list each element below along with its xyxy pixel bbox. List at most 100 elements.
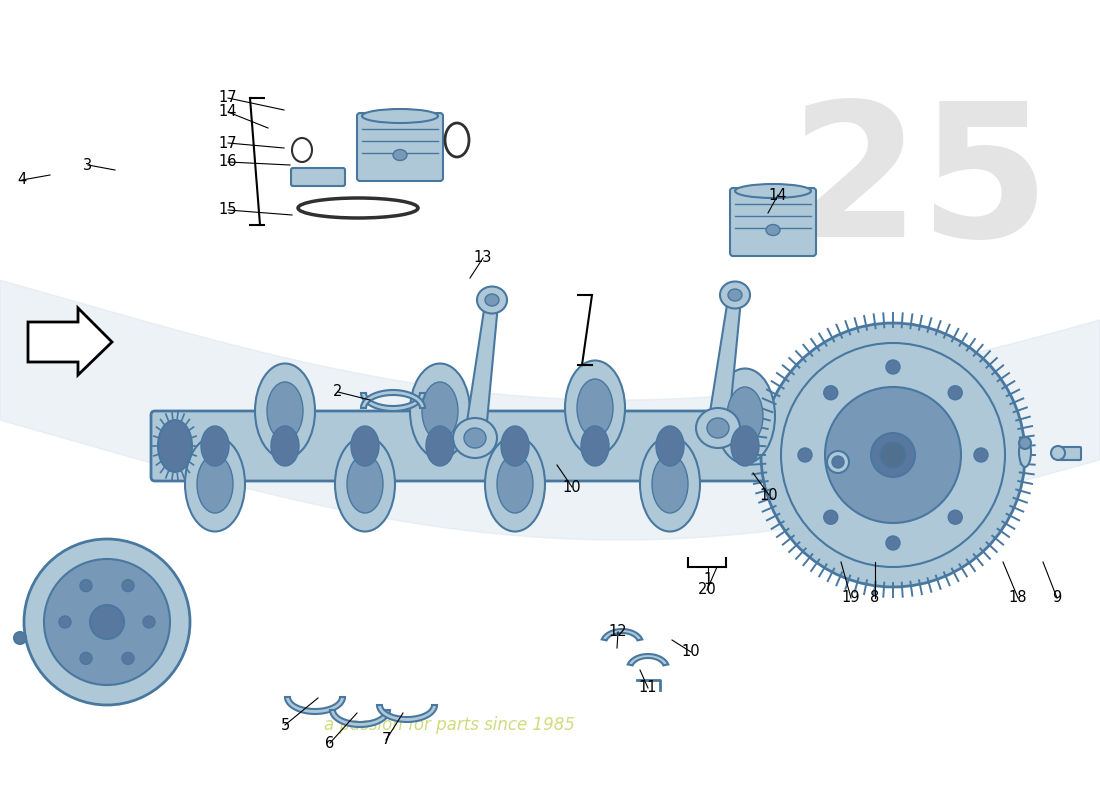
Circle shape <box>886 360 900 374</box>
Text: 9: 9 <box>1053 590 1062 606</box>
Text: 10: 10 <box>563 479 581 494</box>
Text: 6: 6 <box>326 735 334 750</box>
Polygon shape <box>361 390 425 408</box>
Ellipse shape <box>497 455 534 513</box>
Text: 5: 5 <box>280 718 289 733</box>
Polygon shape <box>628 654 669 666</box>
Text: 11: 11 <box>639 681 658 695</box>
Text: 17: 17 <box>219 135 238 150</box>
Ellipse shape <box>581 426 609 466</box>
Ellipse shape <box>267 382 303 440</box>
Ellipse shape <box>346 455 383 513</box>
Ellipse shape <box>453 418 497 458</box>
Circle shape <box>798 448 812 462</box>
Text: 10: 10 <box>760 487 779 502</box>
Text: 3: 3 <box>84 158 92 173</box>
Circle shape <box>761 323 1025 587</box>
Text: 10: 10 <box>682 645 701 659</box>
Text: a passion for parts since 1985: a passion for parts since 1985 <box>324 716 575 734</box>
Ellipse shape <box>362 109 438 123</box>
Text: 17: 17 <box>219 90 238 106</box>
Ellipse shape <box>707 418 729 438</box>
Ellipse shape <box>640 437 700 531</box>
Circle shape <box>143 616 155 628</box>
Ellipse shape <box>728 289 743 301</box>
Circle shape <box>44 559 170 685</box>
Polygon shape <box>707 294 741 430</box>
Text: 1: 1 <box>703 573 713 587</box>
Ellipse shape <box>578 379 613 437</box>
Text: 18: 18 <box>1009 590 1027 606</box>
Circle shape <box>974 448 988 462</box>
Text: 14: 14 <box>769 187 788 202</box>
Circle shape <box>824 386 838 400</box>
Text: 15: 15 <box>219 202 238 218</box>
Ellipse shape <box>735 184 811 198</box>
Ellipse shape <box>652 455 688 513</box>
Circle shape <box>80 652 92 664</box>
Ellipse shape <box>410 363 470 458</box>
FancyBboxPatch shape <box>358 113 443 181</box>
Text: 25: 25 <box>790 94 1050 275</box>
Ellipse shape <box>393 150 407 161</box>
Text: 14: 14 <box>219 105 238 119</box>
Circle shape <box>948 386 962 400</box>
Text: 4: 4 <box>18 173 26 187</box>
Circle shape <box>886 536 900 550</box>
Circle shape <box>824 510 838 524</box>
Ellipse shape <box>158 420 192 472</box>
Ellipse shape <box>336 437 395 531</box>
Ellipse shape <box>715 369 775 463</box>
Text: 7: 7 <box>382 733 390 747</box>
Ellipse shape <box>197 455 233 513</box>
Ellipse shape <box>271 426 299 466</box>
Circle shape <box>1019 437 1031 449</box>
Text: 12: 12 <box>608 625 627 639</box>
Circle shape <box>871 433 915 477</box>
Ellipse shape <box>727 387 763 445</box>
Circle shape <box>1050 446 1065 460</box>
Text: 2: 2 <box>333 385 343 399</box>
Circle shape <box>90 605 124 639</box>
FancyBboxPatch shape <box>292 168 345 186</box>
Polygon shape <box>464 299 498 439</box>
Circle shape <box>948 510 962 524</box>
Polygon shape <box>602 629 642 641</box>
FancyBboxPatch shape <box>1057 447 1081 460</box>
Ellipse shape <box>477 286 507 314</box>
Ellipse shape <box>720 282 750 309</box>
Text: 8: 8 <box>870 590 880 606</box>
Polygon shape <box>330 710 390 727</box>
Polygon shape <box>285 697 345 714</box>
Ellipse shape <box>766 225 780 235</box>
Polygon shape <box>28 308 112 375</box>
Ellipse shape <box>656 426 684 466</box>
Ellipse shape <box>1019 437 1031 467</box>
FancyBboxPatch shape <box>730 188 816 256</box>
Circle shape <box>825 387 961 523</box>
Circle shape <box>122 580 134 592</box>
Ellipse shape <box>351 426 380 466</box>
Circle shape <box>832 456 844 468</box>
Polygon shape <box>377 705 437 722</box>
Ellipse shape <box>255 363 315 458</box>
FancyBboxPatch shape <box>151 411 829 481</box>
Ellipse shape <box>464 428 486 448</box>
Text: 13: 13 <box>474 250 492 266</box>
Polygon shape <box>361 393 425 411</box>
Ellipse shape <box>201 426 229 466</box>
Ellipse shape <box>500 426 529 466</box>
Ellipse shape <box>732 426 759 466</box>
Circle shape <box>827 451 849 473</box>
Circle shape <box>880 442 906 468</box>
Ellipse shape <box>185 437 245 531</box>
Text: 16: 16 <box>219 154 238 170</box>
Ellipse shape <box>485 294 499 306</box>
Ellipse shape <box>485 437 544 531</box>
Ellipse shape <box>696 408 740 448</box>
Circle shape <box>80 580 92 592</box>
Circle shape <box>781 343 1005 567</box>
Text: 20: 20 <box>697 582 716 598</box>
Circle shape <box>122 652 134 664</box>
Text: 19: 19 <box>842 590 860 606</box>
